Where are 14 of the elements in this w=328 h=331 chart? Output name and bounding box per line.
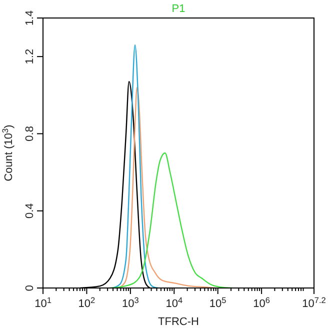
chart-title: P1 <box>172 3 186 15</box>
y-tick-label: 1.2 <box>24 48 36 64</box>
x-tick-label: 10$^{6}$ <box>253 296 270 310</box>
x-tick-label: 10$^{7.2}$ <box>302 296 326 310</box>
y-tick-label: 1.4 <box>24 10 36 26</box>
y-tick-label: 0 <box>24 284 36 292</box>
x-tick-label: 10$^{2}$ <box>78 296 96 310</box>
x-tick-label: 10$^{1}$ <box>34 296 52 310</box>
x-tick-label: 10$^{5}$ <box>209 296 227 310</box>
y-tick-label: 0.8 <box>24 126 36 142</box>
y-tick-label: 0.4 <box>24 203 36 219</box>
x-tick-label: 10$^{3}$ <box>122 296 140 310</box>
x-axis-title: TFRC-H <box>158 316 200 328</box>
x-tick-label: 10$^{4}$ <box>166 296 183 310</box>
